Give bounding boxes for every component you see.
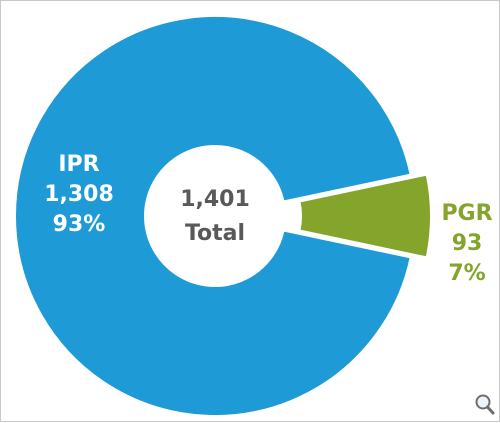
slice-label-ipr-percent: 93% [53,212,106,237]
center-total-caption: Total [185,221,245,246]
slice-pgr[interactable] [298,173,432,259]
slice-label-pgr-name: PGR [441,201,492,226]
center-total-value: 1,401 [180,187,250,212]
slice-label-ipr-value: 1,308 [44,182,114,207]
slice-ipr[interactable] [14,15,412,417]
magnifier-icon[interactable] [475,394,495,415]
slice-label-pgr-percent: 7% [448,261,485,286]
slice-label-ipr-name: IPR [58,152,99,177]
slices-group [14,15,432,417]
slice-label-pgr-value: 93 [452,231,483,256]
